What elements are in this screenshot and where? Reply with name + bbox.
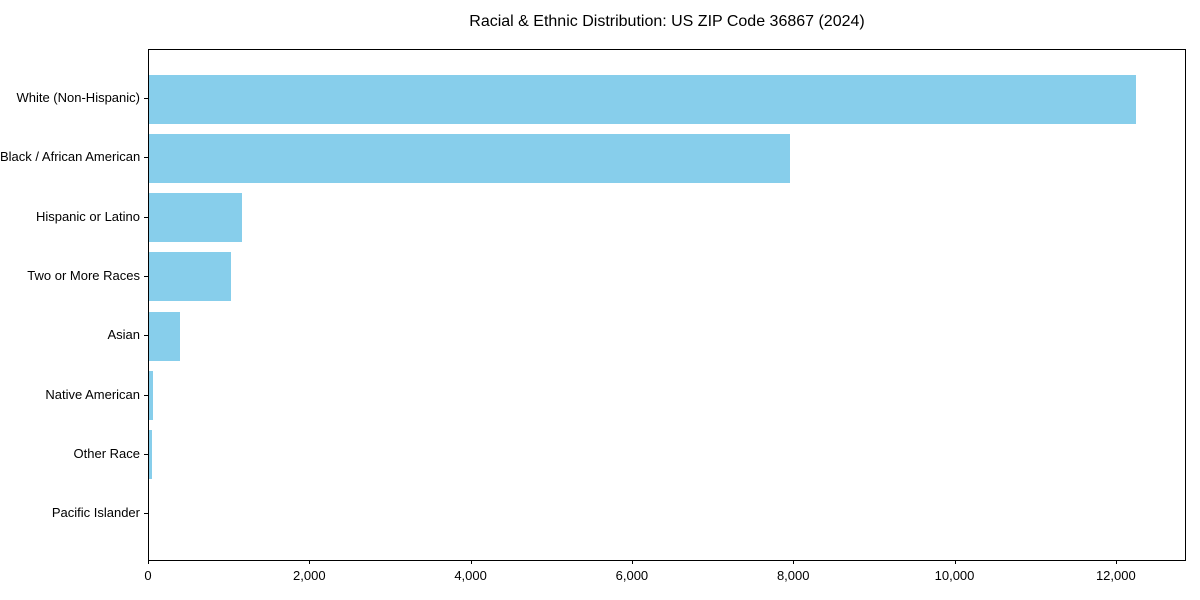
y-axis-label: Other Race — [73, 445, 140, 461]
x-tick-label: 6,000 — [615, 568, 649, 583]
chart-title: Racial & Ethnic Distribution: US ZIP Cod… — [469, 13, 865, 30]
y-tick — [144, 98, 148, 99]
plot-area — [148, 49, 1186, 561]
x-tick-label: 8,000 — [776, 568, 810, 583]
y-axis-label: Black / African American — [0, 149, 141, 165]
x-tick — [631, 560, 633, 564]
y-tick — [144, 513, 148, 515]
x-tick — [954, 560, 956, 564]
bar — [149, 133, 791, 183]
y-axis-label: Pacific Islander — [51, 505, 140, 521]
bar — [149, 311, 180, 361]
x-tick-label: 0 — [144, 568, 152, 583]
x-tick — [148, 560, 149, 564]
y-tick — [144, 275, 148, 277]
bar — [149, 193, 242, 243]
x-tick-label: 2,000 — [293, 568, 326, 583]
bar — [149, 371, 154, 420]
y-tick — [144, 216, 148, 218]
x-tick-label: 12,000 — [1095, 568, 1136, 583]
x-tick — [1115, 560, 1117, 564]
y-axis-label: Two or More Races — [27, 267, 140, 283]
x-tick — [793, 560, 795, 564]
bar — [149, 74, 1137, 124]
y-tick — [144, 157, 148, 159]
y-axis-label: Hispanic or Latino — [35, 208, 140, 224]
bar — [149, 430, 153, 480]
x-tick-label: 4,000 — [454, 568, 487, 583]
y-tick — [144, 394, 148, 396]
y-tick — [144, 453, 148, 455]
x-tick-label: 10,000 — [934, 568, 975, 583]
y-axis-label: Asian — [107, 327, 140, 343]
x-tick — [470, 560, 472, 564]
y-tick — [144, 335, 148, 337]
y-axis-label: Native American — [45, 386, 140, 402]
bar — [149, 252, 232, 302]
y-axis-label: White (Non-Hispanic) — [16, 90, 140, 105]
x-tick — [309, 560, 311, 564]
